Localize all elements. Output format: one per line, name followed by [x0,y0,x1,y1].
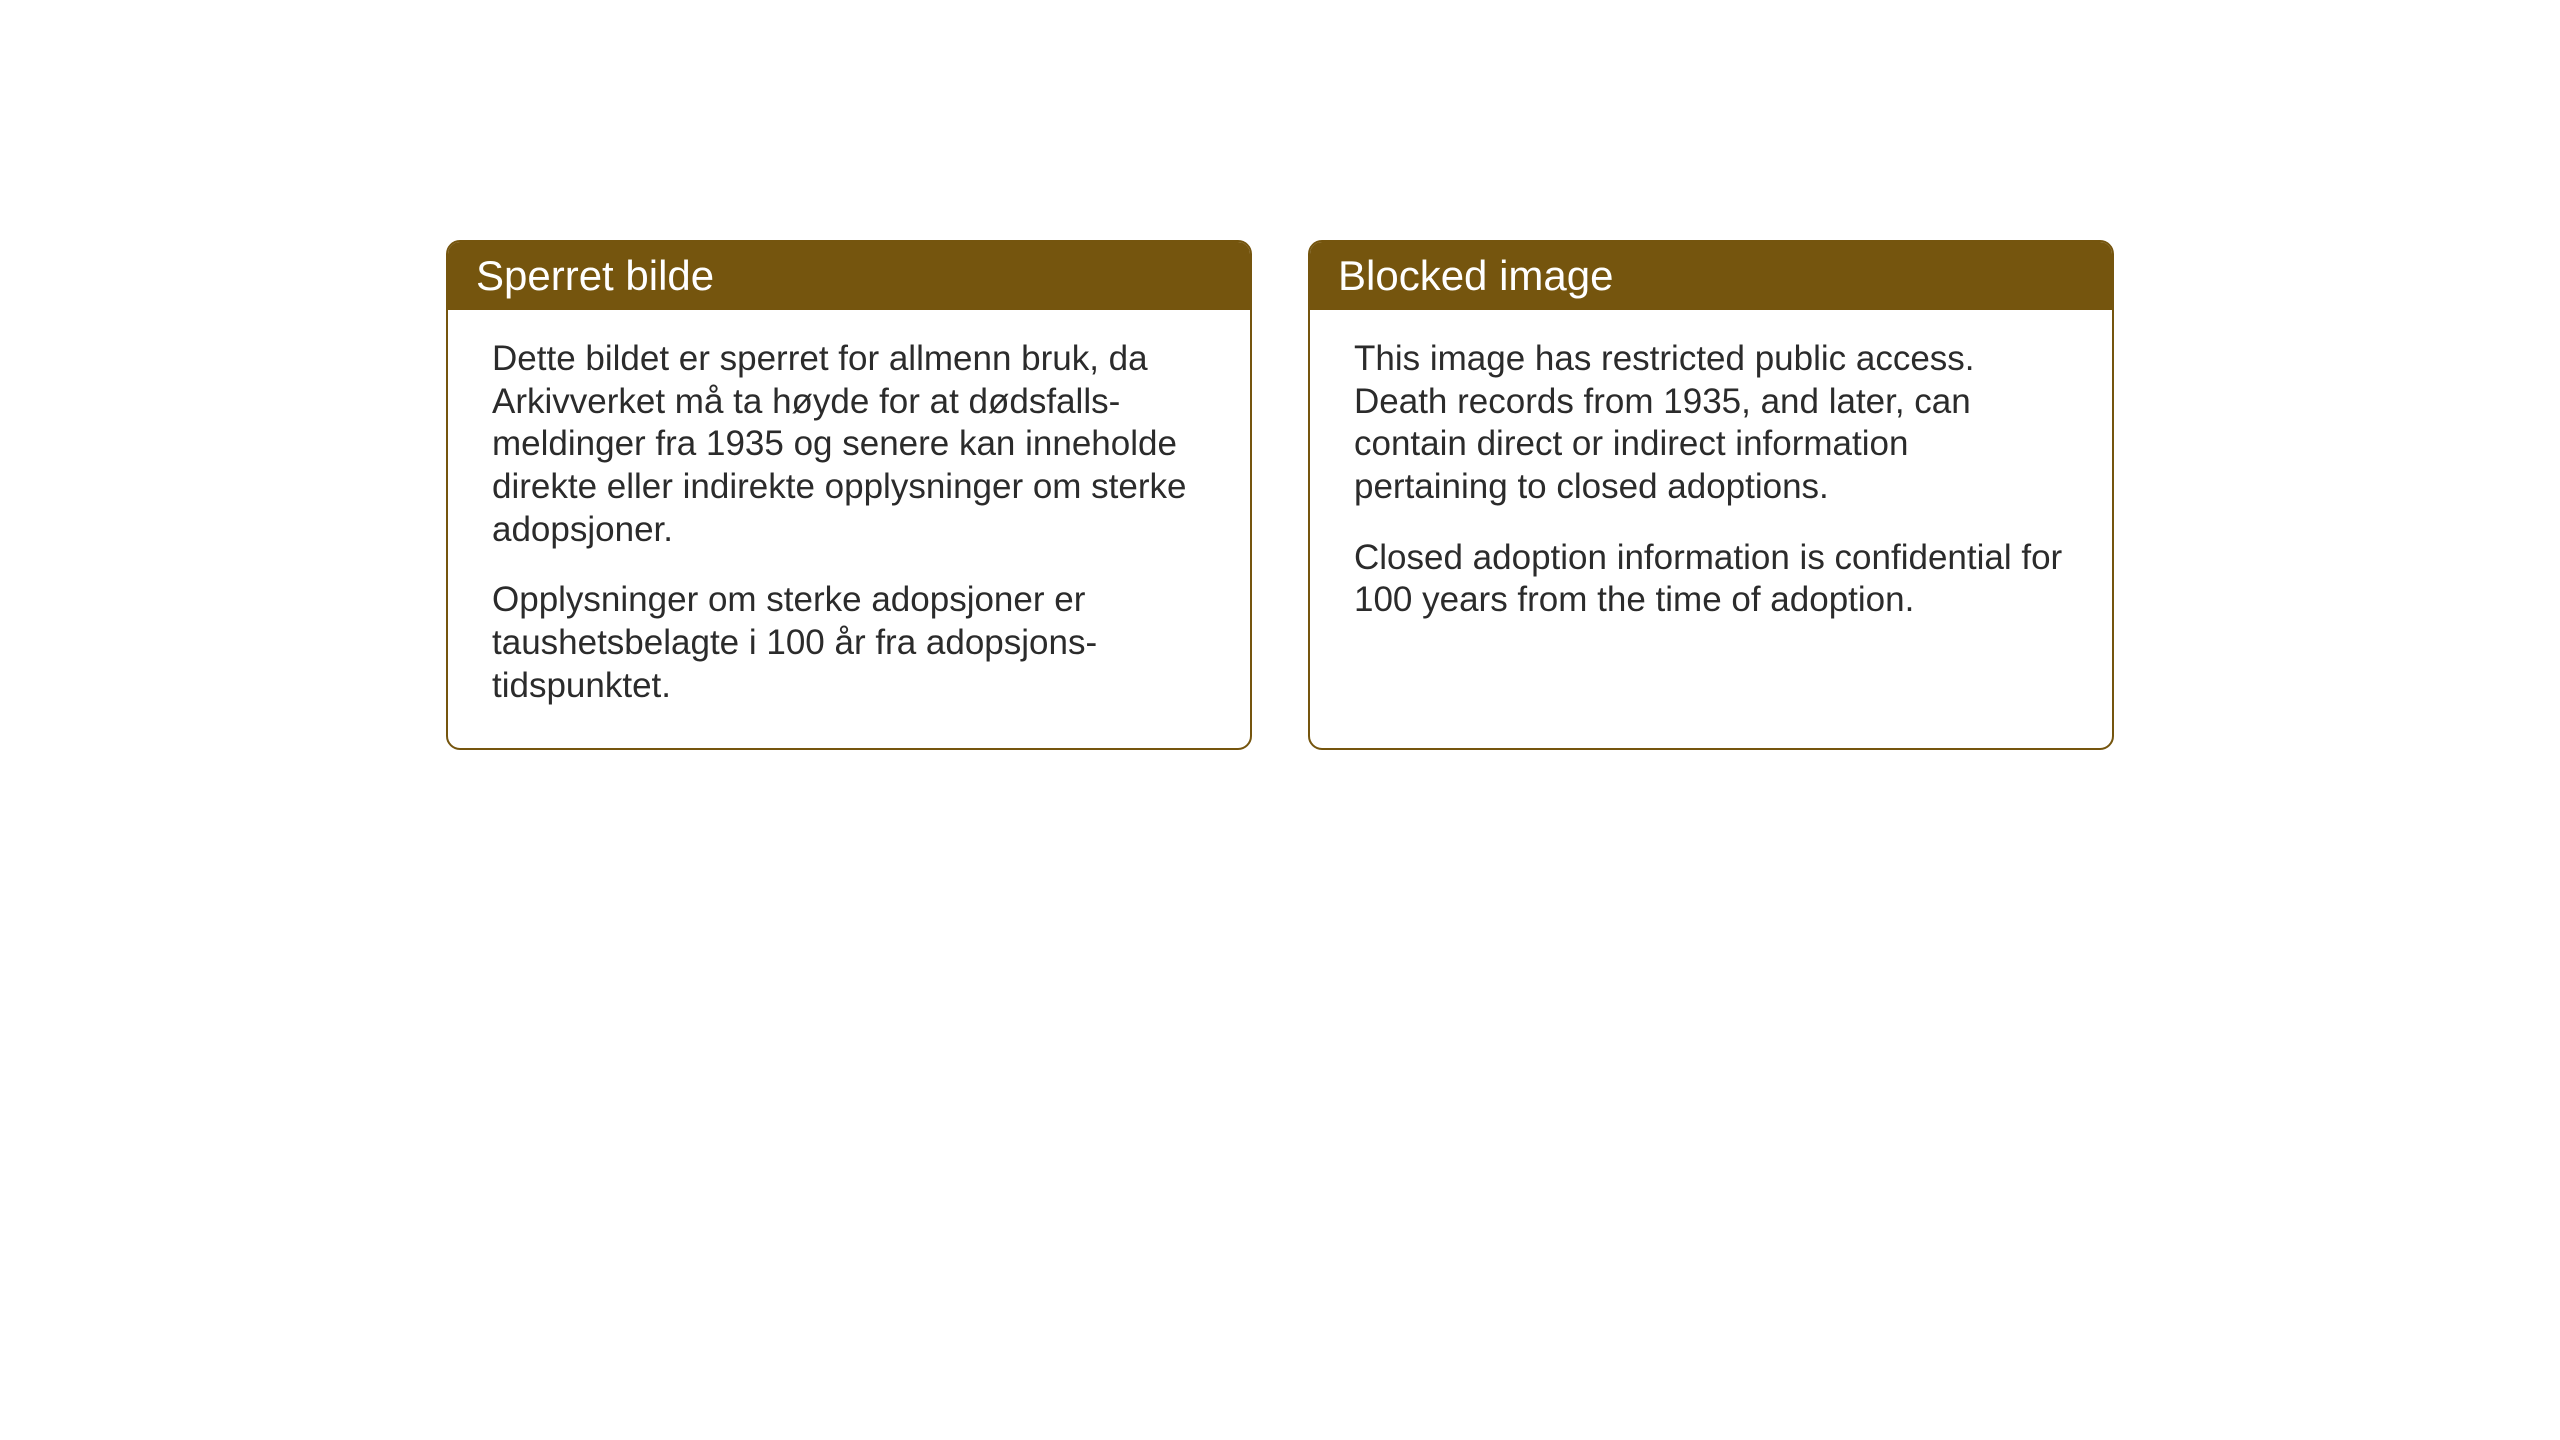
card-body-english: This image has restricted public access.… [1310,310,2112,662]
notice-container: Sperret bilde Dette bildet er sperret fo… [446,240,2114,750]
card-title-english: Blocked image [1338,252,1613,299]
card-paragraph-1-english: This image has restricted public access.… [1354,338,2068,509]
card-title-norwegian: Sperret bilde [476,252,714,299]
card-paragraph-1-norwegian: Dette bildet er sperret for allmenn bruk… [492,338,1206,551]
card-header-norwegian: Sperret bilde [448,242,1250,310]
card-paragraph-2-norwegian: Opplysninger om sterke adopsjoner er tau… [492,579,1206,707]
card-paragraph-2-english: Closed adoption information is confident… [1354,537,2068,622]
card-header-english: Blocked image [1310,242,2112,310]
card-body-norwegian: Dette bildet er sperret for allmenn bruk… [448,310,1250,748]
blocked-image-card-norwegian: Sperret bilde Dette bildet er sperret fo… [446,240,1252,750]
blocked-image-card-english: Blocked image This image has restricted … [1308,240,2114,750]
